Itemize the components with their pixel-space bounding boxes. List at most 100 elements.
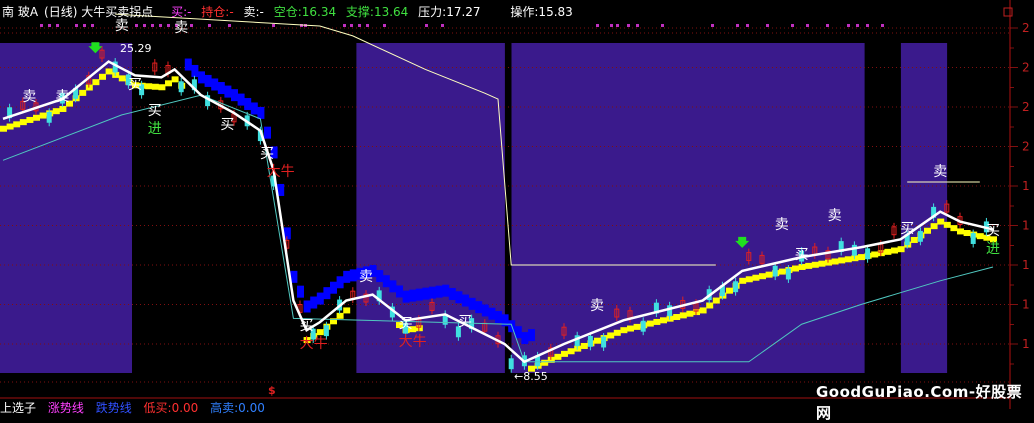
support-band-step (66, 100, 73, 107)
support-band-step (950, 225, 958, 232)
chart-header: 南 玻A (日线) 大牛买卖拐点 买:- 持仓:- 卖:- 空仓:16.34 支撑… (2, 3, 579, 20)
signal-label: 买 (794, 247, 809, 264)
signal-x-mark (151, 24, 154, 27)
y-tick-label: 2 (1022, 21, 1030, 35)
support-band-step (171, 76, 179, 83)
support-band-step (303, 337, 311, 344)
signal-label: 买 (128, 77, 142, 94)
y-tick-label: 1 (1022, 298, 1030, 312)
candle-down (139, 84, 145, 96)
resistance-band-step (402, 290, 410, 303)
support-band-step (924, 227, 931, 234)
resistance-band-step (455, 291, 463, 304)
resistance-band-step (224, 85, 232, 98)
support-band-step (699, 307, 707, 314)
signal-label: 大牛 (299, 336, 328, 353)
candle-up (429, 302, 435, 311)
y-tick-label: 1 (1022, 258, 1030, 272)
support-band-step (745, 276, 753, 283)
support-band-step (778, 268, 786, 275)
support-band-step (132, 82, 139, 89)
support-band-step (343, 307, 351, 314)
y-tick-label: 1 (1022, 179, 1030, 193)
candle-down (970, 233, 976, 244)
resistance-band-step (211, 78, 219, 91)
resistance-band-step (310, 296, 318, 309)
y-tick-label: 2 (1022, 100, 1030, 114)
resistance-band-step (231, 89, 238, 102)
y-tick-label: 2 (1022, 61, 1030, 75)
signal-label: 买 (398, 316, 413, 333)
resistance-band-step (382, 275, 390, 288)
signal-x-mark (175, 24, 178, 27)
support-band-step (897, 246, 905, 253)
y-tick-label: 1 (1022, 337, 1030, 351)
low-label: ←8.55 (514, 370, 548, 383)
resistance-band-step (488, 307, 496, 320)
buy-arrow-icon (735, 236, 750, 248)
support-band-step (594, 337, 601, 344)
signal-label: 买 (220, 116, 235, 133)
signal-x-mark (135, 24, 138, 27)
signal-x-mark (159, 24, 162, 27)
window-toggle-icon (1003, 7, 1013, 17)
support-band-step (165, 80, 172, 87)
signal-label: 卖 (22, 89, 37, 106)
resistance-band-step (257, 106, 265, 119)
support-band-step (151, 83, 159, 90)
signal-label: 买 (260, 146, 274, 163)
support-band-step (653, 318, 661, 325)
signal-x-mark (48, 24, 51, 27)
candle-down (667, 305, 673, 317)
signal-label: 卖 (359, 268, 373, 285)
support-band-step (983, 234, 991, 241)
support-band-step (660, 317, 667, 324)
resistance-band-step (468, 297, 476, 310)
support-band-step (712, 297, 720, 304)
candle-down (508, 358, 514, 370)
support-band-step (118, 75, 126, 82)
support-band-step (613, 329, 621, 336)
candle-up (759, 254, 765, 264)
support-band-step (739, 277, 747, 284)
resistance-band-step (349, 269, 357, 282)
support-band-step (957, 228, 964, 235)
support-band-step (910, 236, 918, 243)
signal-label: 进 (147, 120, 162, 137)
signal-x-mark (350, 24, 353, 27)
empty-value: 空仓:16.34 (273, 5, 337, 19)
support-band-step (409, 326, 417, 333)
resistance-band-step (481, 304, 489, 317)
support-band-step (528, 365, 535, 372)
support-band-step (963, 230, 971, 237)
support-band-step (798, 263, 806, 270)
support-band-step (818, 260, 826, 267)
signal-x-mark (383, 24, 386, 27)
signal-label: 买 (458, 314, 472, 331)
resistance-band-step (369, 264, 377, 277)
signal-x-mark (56, 24, 59, 27)
resistance-band-step (191, 64, 199, 77)
support-band-step (765, 271, 773, 278)
zone-background (900, 43, 948, 373)
candle-down (125, 74, 131, 86)
candle-down (772, 265, 778, 277)
support-line (2, 94, 994, 363)
signal-x-mark (190, 24, 193, 27)
resistance-band-step (277, 183, 285, 196)
resistance-band-step (336, 276, 344, 289)
candle-down (851, 244, 857, 256)
signal-label: 卖 (933, 164, 948, 181)
candle-down (323, 325, 329, 337)
candle-down (640, 320, 646, 332)
candle-down (178, 81, 184, 93)
bottom-indicator-bar: 上选子 涨势线 跌势线 低买:0.00 高卖:0.00 (0, 399, 273, 416)
support-band-step (990, 236, 997, 243)
signal-x-mark (881, 24, 884, 27)
y-tick-label: 1 (1022, 219, 1030, 233)
support-band-step (871, 251, 879, 258)
signal-label: 卖 (55, 89, 70, 106)
pressure-line (115, 13, 716, 266)
signal-label: 卖 (827, 207, 842, 224)
signal-x-mark (616, 24, 619, 27)
